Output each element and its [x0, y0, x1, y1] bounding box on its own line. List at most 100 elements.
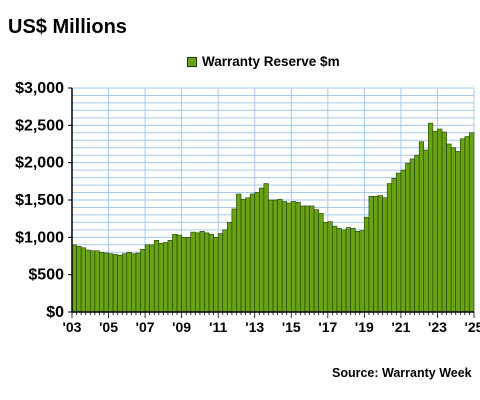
bar — [94, 250, 100, 313]
bar — [332, 225, 338, 313]
bar — [258, 187, 265, 313]
bar — [126, 251, 132, 313]
bar — [377, 195, 383, 313]
bar — [450, 147, 457, 313]
bar — [432, 131, 438, 313]
chart-legend: Warranty Reserve $m — [187, 54, 340, 69]
bar — [254, 192, 260, 313]
bar — [76, 245, 82, 313]
x-tick-label: '11 — [209, 319, 227, 335]
bar — [240, 198, 246, 313]
bar — [268, 199, 274, 313]
bar — [99, 251, 105, 313]
bar — [163, 242, 169, 313]
bar — [396, 172, 402, 313]
bar — [459, 138, 466, 313]
bar — [167, 240, 173, 313]
bar — [423, 149, 429, 313]
bar — [336, 228, 342, 313]
bar — [364, 216, 370, 313]
bars — [71, 122, 475, 313]
bar — [418, 141, 425, 313]
bar — [103, 252, 109, 313]
bar — [249, 193, 256, 313]
bar — [414, 154, 420, 313]
bar — [350, 228, 356, 313]
x-tick-label: '25 — [465, 319, 480, 335]
bar — [135, 252, 141, 313]
bar — [217, 233, 224, 313]
bar — [400, 169, 406, 313]
bar — [117, 254, 123, 313]
x-tick-label: '23 — [428, 319, 447, 335]
x-tick-label: '07 — [136, 319, 155, 335]
bar — [231, 208, 237, 313]
bar — [359, 230, 365, 313]
bar — [345, 227, 351, 313]
bar — [373, 195, 379, 313]
bar — [89, 250, 96, 313]
bar — [190, 231, 196, 313]
bar — [121, 253, 128, 313]
bar — [149, 244, 155, 313]
bar — [405, 163, 411, 313]
bar — [300, 205, 306, 313]
bar — [327, 221, 333, 313]
x-tick-label: '21 — [391, 319, 410, 335]
y-tick-label: $2,000 — [15, 155, 64, 172]
y-tick-label: $2,500 — [15, 117, 64, 134]
bar — [172, 234, 178, 313]
bar — [318, 213, 324, 313]
bar — [281, 201, 288, 313]
x-tick-label: '03 — [63, 319, 82, 335]
x-tick-label: '13 — [245, 319, 264, 335]
bar — [341, 229, 347, 313]
bar — [112, 254, 118, 313]
bar — [464, 136, 470, 313]
bar — [382, 197, 388, 313]
x-tick-label: '05 — [99, 319, 118, 335]
bar — [455, 151, 461, 313]
source-note: Source: Warranty Week — [332, 366, 472, 380]
bar — [441, 131, 447, 313]
chart-units-title: US$ Millions — [8, 16, 127, 38]
bar — [428, 122, 434, 313]
bar — [222, 229, 228, 313]
bar — [391, 178, 397, 313]
bar — [185, 237, 192, 313]
y-tick-label: $1,000 — [15, 229, 64, 246]
bar — [158, 243, 164, 313]
bar — [313, 209, 319, 313]
bar — [295, 201, 301, 313]
bar — [437, 128, 443, 313]
bar — [290, 201, 297, 313]
bar — [469, 132, 475, 313]
bar — [204, 232, 210, 313]
bar — [131, 253, 137, 313]
bar — [85, 249, 91, 313]
bar — [236, 193, 242, 313]
x-tick-label: '09 — [172, 319, 191, 335]
bar — [199, 231, 205, 313]
bar — [409, 158, 415, 313]
y-tick-label: $1,500 — [15, 192, 64, 209]
bar — [354, 231, 361, 313]
y-tick-label: $3,000 — [15, 80, 64, 97]
bar — [277, 198, 283, 313]
bar — [309, 205, 315, 313]
bar — [446, 143, 452, 313]
bar — [386, 183, 393, 313]
bar — [245, 197, 251, 313]
x-tick-label: '17 — [318, 319, 337, 335]
y-tick-label: $0 — [46, 304, 64, 321]
legend-label: Warranty Reserve $m — [202, 54, 340, 69]
x-tick-label: '19 — [355, 319, 374, 335]
bar — [80, 247, 87, 313]
bar — [286, 202, 292, 313]
y-tick-label: $500 — [28, 267, 64, 284]
bar — [144, 244, 150, 313]
bar — [140, 248, 146, 313]
bar — [181, 237, 187, 313]
bar — [195, 232, 201, 313]
